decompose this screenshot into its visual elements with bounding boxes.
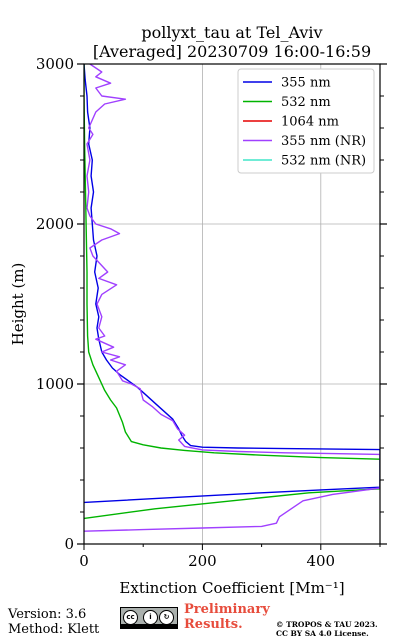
series-line-3 xyxy=(84,64,380,532)
legend-label-0: 355 nm xyxy=(281,76,331,91)
cc-license-badge: cc i ↻ xyxy=(120,607,178,629)
x-tick-label: 400 xyxy=(306,552,335,570)
license-line: CC BY SA 4.0 License. xyxy=(276,629,369,638)
legend-label-2: 1064 nm xyxy=(281,115,339,130)
legend-label-3: 355 nm (NR) xyxy=(281,134,366,149)
cc-icon: cc xyxy=(123,610,138,625)
series-line-0 xyxy=(84,64,380,504)
chart-title: pollyxt_tau at Tel_Aviv xyxy=(141,23,322,42)
y-tick-label: 3000 xyxy=(36,55,74,73)
method-text: Method: Klett xyxy=(8,622,100,637)
chart-subtitle: [Averaged] 20230709 16:00-16:59 xyxy=(93,42,371,61)
x-axis-label: Extinction Coefficient [Mm⁻¹] xyxy=(119,579,344,597)
by-icon: i xyxy=(143,610,158,625)
y-tick-label: 0 xyxy=(64,535,74,553)
axis-ticks: 0 200 400 0 1000 2000 3000 xyxy=(36,55,387,570)
copyright-line: © TROPOS & TAU 2023. xyxy=(276,620,378,629)
version-text: Version: 3.6 xyxy=(8,607,87,622)
y-tick-label: 2000 xyxy=(36,215,74,233)
sa-icon: ↻ xyxy=(159,610,174,625)
x-tick-label: 200 xyxy=(188,552,217,570)
x-tick-label: 0 xyxy=(79,552,89,570)
legend-label-1: 532 nm xyxy=(281,95,331,110)
legend-box xyxy=(237,68,375,174)
badge-strip xyxy=(121,624,177,629)
series-line-1 xyxy=(84,64,380,520)
legend: 355 nm 532 nm 1064 nm 355 nm (NR) 532 nm (NR… xyxy=(237,68,375,174)
legend-label-4: 532 nm (NR) xyxy=(281,154,366,169)
series-lines xyxy=(84,64,380,532)
copyright-notice: © TROPOS & TAU 2023. CC BY SA 4.0 Licens… xyxy=(276,620,378,638)
y-axis-label: Height (m) xyxy=(9,263,27,346)
plot-frame xyxy=(83,63,381,545)
preliminary-notice: Preliminary Results. xyxy=(184,602,270,632)
y-tick-label: 1000 xyxy=(36,375,74,393)
